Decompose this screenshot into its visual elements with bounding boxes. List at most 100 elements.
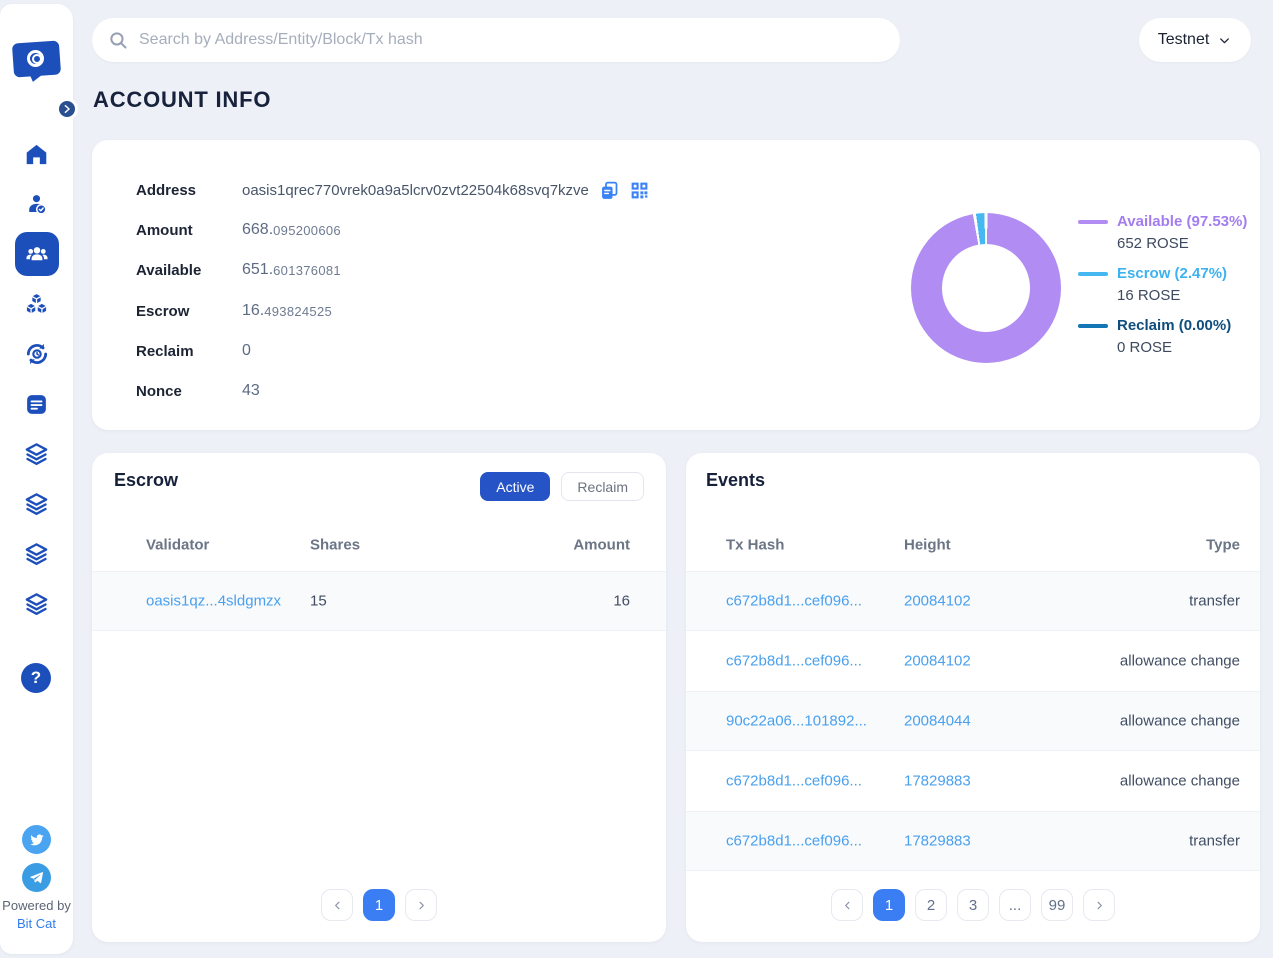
app-logo[interactable] [11, 40, 62, 84]
sidebar-item-layer-2[interactable] [15, 482, 59, 526]
prev-page-button[interactable] [831, 889, 863, 921]
events-panel-title: Events [706, 470, 766, 490]
event-type: transfer [1189, 832, 1240, 850]
logo-tail-shape [26, 71, 42, 84]
chevron-right-icon [64, 104, 70, 114]
account-field-available: Available 651. 601376081 [136, 258, 341, 282]
legend-amount: 652 ROSE [1117, 235, 1189, 252]
legend-title: Available (97.53%) [1117, 213, 1248, 230]
page-button-2[interactable]: 2 [915, 889, 947, 921]
col-header-amount: Amount [573, 536, 630, 554]
qr-code-icon[interactable] [629, 180, 650, 201]
col-header-txhash: Tx Hash [726, 536, 785, 554]
home-icon [26, 144, 47, 164]
escrow-panel: Escrow Active Reclaim Validator Shares A… [92, 453, 666, 942]
copy-icon[interactable] [599, 180, 620, 201]
document-icon [27, 394, 46, 414]
page-button-3[interactable]: 3 [957, 889, 989, 921]
sidebar-item-layer-4[interactable] [15, 582, 59, 626]
height-link[interactable]: 20084102 [904, 592, 971, 610]
telegram-icon [30, 872, 44, 884]
field-label: Address [136, 181, 197, 199]
escrow-panel-title: Escrow [114, 470, 179, 490]
next-page-button[interactable] [1083, 889, 1115, 921]
chevron-right-icon [1097, 901, 1102, 909]
search-input[interactable] [139, 31, 884, 49]
txhash-link[interactable]: c672b8d1...cef096... [726, 652, 862, 670]
table-row: 90c22a06...101892... 20084044 allowance … [686, 691, 1260, 751]
table-row: c672b8d1...cef096... 20084102 allowance … [686, 631, 1260, 691]
nonce-value: 43 [242, 382, 260, 399]
sidebar-item-accounts[interactable] [14, 232, 59, 276]
sidebar-item-home[interactable] [15, 132, 59, 176]
logo-spiral-icon [27, 50, 44, 67]
amount-frac: 095200606 [273, 222, 341, 238]
field-label: Nonce [136, 382, 182, 400]
chevron-right-icon [419, 901, 424, 909]
escrow-table-header: Validator Shares Amount [92, 535, 666, 555]
legend-amount: 0 ROSE [1117, 339, 1173, 356]
height-link[interactable]: 17829883 [904, 832, 971, 850]
network-selector[interactable]: Testnet [1139, 18, 1251, 62]
layers-icon [25, 492, 48, 515]
sidebar-item-layer-3[interactable] [15, 532, 59, 576]
page-title: ACCOUNT INFO [93, 87, 272, 112]
bitcat-link[interactable]: Bit Cat [16, 916, 56, 931]
txhash-link[interactable]: 90c22a06...101892... [726, 712, 867, 730]
event-type: allowance change [1119, 712, 1240, 730]
sidebar-item-layer-1[interactable] [15, 432, 59, 476]
account-field-nonce: Nonce 43 [136, 379, 260, 403]
event-type: transfer [1189, 592, 1240, 610]
escrow-int: 16. [242, 302, 265, 319]
sidebar-collapse-button[interactable] [56, 98, 78, 120]
legend-dash [1078, 323, 1108, 328]
txhash-link[interactable]: c672b8d1...cef096... [726, 772, 862, 790]
account-field-reclaim: Reclaim 0 [136, 339, 251, 363]
telegram-link[interactable] [22, 863, 51, 892]
event-type: allowance change [1119, 652, 1240, 670]
col-header-shares: Shares [310, 536, 361, 554]
page-button-1[interactable]: 1 [363, 889, 395, 921]
prev-page-button[interactable] [321, 889, 353, 921]
accounts-icon [25, 247, 48, 261]
height-link[interactable]: 20084102 [904, 652, 971, 670]
sidebar-item-validators[interactable] [15, 182, 59, 226]
chevron-down-icon [1220, 37, 1230, 43]
sidebar-item-proposals[interactable] [15, 382, 59, 426]
events-panel: Events Tx Hash Height Type c672b8d1...ce… [686, 453, 1260, 942]
account-info-card: Address oasis1qrec770vrek0a9a5lcrv0zvt22… [92, 140, 1260, 430]
event-type: allowance change [1119, 772, 1240, 790]
next-page-button[interactable] [405, 889, 437, 921]
sidebar-item-blocks[interactable] [15, 282, 59, 326]
amount-int: 668. [242, 221, 274, 238]
pagination-ellipsis[interactable]: ... [999, 889, 1031, 921]
txhash-link[interactable]: c672b8d1...cef096... [726, 592, 862, 610]
sidebar: ? Powered by Bit Cat [0, 4, 78, 954]
sidebar-item-transactions[interactable] [15, 332, 59, 376]
height-link[interactable]: 17829883 [904, 772, 971, 790]
chevron-left-icon [844, 901, 849, 909]
blocks-icon [26, 293, 47, 313]
page-button-99[interactable]: 99 [1041, 889, 1073, 921]
table-row: c672b8d1...cef096... 20084102 transfer [686, 571, 1260, 631]
twitter-link[interactable] [22, 825, 51, 854]
col-header-validator: Validator [146, 536, 210, 554]
available-int: 651. [242, 261, 274, 278]
field-label: Reclaim [136, 342, 194, 360]
validator-link[interactable]: oasis1qz...4sldgmzx [146, 592, 282, 610]
col-header-type: Type [1206, 536, 1240, 554]
escrow-tab-active[interactable]: Active [480, 472, 551, 501]
txhash-link[interactable]: c672b8d1...cef096... [726, 832, 862, 850]
twitter-icon [29, 834, 44, 845]
network-label: Testnet [1157, 31, 1210, 48]
page-button-1[interactable]: 1 [873, 889, 905, 921]
escrow-tab-reclaim[interactable]: Reclaim [561, 472, 644, 501]
legend-amount: 16 ROSE [1117, 287, 1181, 304]
table-row: c672b8d1...cef096... 17829883 transfer [686, 811, 1260, 871]
transactions-icon [26, 343, 47, 365]
powered-by: Powered by Bit Cat [0, 897, 73, 933]
question-icon: ? [21, 663, 51, 693]
sidebar-item-help[interactable]: ? [14, 663, 51, 693]
escrow-pagination: 1 [321, 889, 437, 921]
height-link[interactable]: 20084044 [904, 712, 971, 730]
